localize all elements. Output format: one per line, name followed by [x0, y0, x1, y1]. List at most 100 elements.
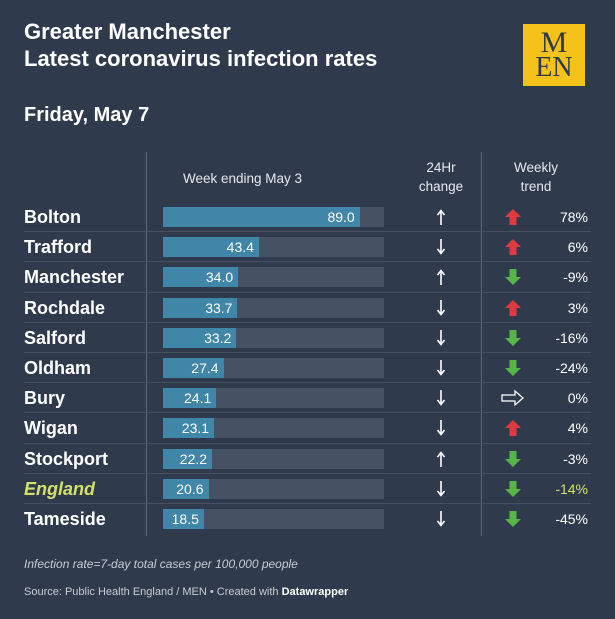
row-label-oldham: Oldham: [24, 358, 92, 378]
arrow-down-icon: [436, 329, 446, 346]
source-line: Source: Public Health England / MEN • Cr…: [24, 586, 348, 598]
header-trend-line-1: Weekly: [513, 160, 558, 175]
row-label-manchester: Manchester: [24, 267, 125, 288]
arrow-down-icon: [436, 360, 446, 376]
row-separator: [24, 261, 591, 263]
trend-up-arrow-icon: [505, 209, 521, 225]
trend-pct-tameside: -45%: [555, 511, 588, 527]
bar-track-tameside: 18.5: [163, 509, 384, 529]
bar-tameside: [163, 509, 204, 529]
bar-england: [163, 478, 209, 499]
bar-track-rochdale: 33.7: [163, 297, 384, 318]
header-change-line-2: change: [418, 179, 464, 194]
arrow-down-icon: [436, 299, 446, 316]
bar-value-bury: 24.1: [184, 390, 212, 407]
header-change-line-1: 24Hr: [426, 160, 456, 175]
trend-pct-salford: -16%: [555, 329, 588, 346]
bar-track-stockport: 22.2: [163, 448, 384, 469]
bar-track-manchester: 34.0: [163, 267, 384, 288]
bar-track-salford: 33.2: [163, 327, 384, 348]
arrow-up-icon: [436, 450, 446, 467]
logo-letters-en: EN: [535, 52, 573, 83]
arrow-down-icon: [436, 239, 446, 255]
trend-down-arrow-icon: [505, 329, 521, 346]
arrow-down-icon: [436, 511, 446, 527]
bar-trafford: [163, 237, 259, 258]
logo-letter-m: M: [540, 26, 568, 59]
trend-down-arrow-icon: [505, 360, 521, 376]
bar-value-stockport: 22.2: [179, 450, 208, 467]
footnote: Infection rate=7-day total cases per 100…: [24, 557, 298, 571]
bar-rochdale: [163, 297, 238, 318]
trend-pct-rochdale: 3%: [567, 299, 588, 316]
arrow-down-icon: [436, 480, 446, 497]
row-separator: [24, 382, 591, 384]
trend-up-arrow-icon: [505, 299, 521, 316]
bar-value-oldham: 27.4: [191, 360, 219, 376]
bar-track-bolton: 89.0: [163, 207, 384, 227]
row-label-salford: Salford: [24, 327, 87, 348]
row-label-wigan: Wigan: [24, 418, 78, 439]
header-week: Week ending May 3: [182, 171, 303, 186]
source-text: Source: Public Health England / MEN • Cr…: [24, 586, 279, 598]
bar-bolton: [163, 207, 360, 227]
row-separator: [24, 412, 591, 414]
row-label-tameside: Tameside: [24, 509, 106, 529]
row-separator: [24, 442, 591, 444]
row-separator: [24, 231, 591, 233]
trend-pct-oldham: -24%: [555, 360, 588, 376]
row-label-stockport: Stockport: [24, 448, 109, 469]
divider-left: [146, 152, 147, 536]
bar-value-tameside: 18.5: [171, 511, 199, 527]
bar-track-bury: 24.1: [163, 388, 384, 409]
row-separator: [24, 503, 591, 504]
header-trend-line-2: trend: [520, 179, 552, 194]
arrow-up-icon: [436, 209, 446, 225]
trend-down-arrow-icon: [505, 480, 521, 497]
trend-pct-wigan: 4%: [567, 420, 588, 437]
bar-value-bolton: 89.0: [327, 209, 355, 225]
trend-up-arrow-icon: [505, 239, 521, 256]
row-separator: [24, 352, 591, 353]
trend-pct-bury: 0%: [567, 390, 588, 407]
trend-pct-bolton: 78%: [559, 209, 588, 225]
row-label-england: England: [24, 478, 95, 499]
source-brand: Datawrapper: [281, 586, 349, 598]
row-label-trafford: Trafford: [24, 237, 93, 258]
bar-track-oldham: 27.4: [163, 358, 384, 378]
arrow-up-icon: [436, 269, 446, 286]
arrow-down-icon: [436, 420, 446, 437]
trend-down-arrow-icon: [505, 450, 521, 467]
row-label-rochdale: Rochdale: [24, 297, 106, 318]
header-weekly-trend: Weekly trend: [490, 158, 582, 196]
bar-salford: [163, 327, 237, 348]
bar-track-wigan: 23.1: [163, 418, 384, 439]
trend-pct-manchester: -9%: [563, 269, 588, 286]
arrow-down-icon: [436, 390, 446, 406]
trend-down-arrow-icon: [505, 269, 521, 286]
bar-track-trafford: 43.4: [163, 237, 384, 258]
bar-value-england: 20.6: [176, 480, 204, 497]
bar-value-wigan: 23.1: [181, 420, 210, 437]
trend-pct-england: -14%: [555, 480, 588, 497]
bar-value-manchester: 34.0: [205, 269, 234, 286]
bar-value-salford: 33.2: [204, 329, 232, 346]
bar-manchester: [163, 267, 239, 288]
trend-pct-trafford: 6%: [567, 239, 588, 256]
bar-oldham: [163, 358, 224, 378]
trend-pct-stockport: -3%: [563, 450, 588, 467]
row-label-bolton: Bolton: [24, 207, 81, 227]
bar-value-trafford: 43.4: [226, 239, 254, 256]
bar-wigan: [163, 418, 215, 439]
row-separator: [24, 291, 591, 293]
row-separator: [24, 321, 591, 323]
trend-up-arrow-icon: [505, 420, 521, 437]
bar-track-england: 20.6: [163, 478, 384, 499]
bar-bury: [163, 388, 217, 409]
men-logo: M EN: [523, 24, 585, 86]
date-heading: Friday, May 7: [24, 104, 150, 126]
title-line-1: Greater Manchester: [24, 19, 231, 44]
title-line-2: Latest coronavirus infection rates: [24, 46, 378, 71]
chart-title: Greater Manchester Latest coronavirus in…: [24, 18, 377, 72]
row-label-bury: Bury: [24, 388, 66, 409]
